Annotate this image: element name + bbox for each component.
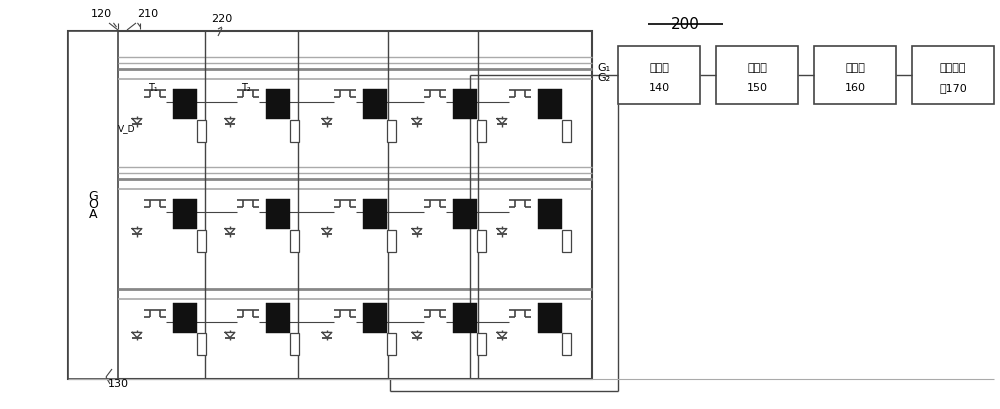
Text: 放大器: 放大器 (649, 63, 669, 73)
Bar (266, 199, 290, 229)
Bar (386, 230, 396, 252)
Text: 器170: 器170 (939, 83, 967, 93)
Bar (266, 89, 290, 119)
Bar (477, 230, 486, 252)
Text: O: O (88, 198, 98, 211)
Bar (68, 31, 592, 379)
Bar (290, 120, 298, 142)
Bar (477, 333, 486, 355)
Bar (266, 303, 290, 333)
Bar (538, 89, 562, 119)
Text: 160: 160 (844, 83, 866, 93)
Bar (173, 89, 197, 119)
Text: 140: 140 (648, 83, 670, 93)
Bar (363, 89, 387, 119)
Bar (618, 46, 700, 104)
Text: 模数转换: 模数转换 (940, 63, 966, 73)
Bar (912, 46, 994, 104)
Bar (68, 31, 118, 379)
Bar (453, 199, 477, 229)
Text: G: G (88, 189, 98, 202)
Bar (363, 199, 387, 229)
Bar (290, 333, 298, 355)
Bar (386, 333, 396, 355)
Bar (196, 333, 206, 355)
Bar (196, 120, 206, 142)
Bar (538, 303, 562, 333)
Text: A: A (89, 207, 97, 220)
Text: 解调器: 解调器 (747, 63, 767, 73)
Bar (173, 199, 197, 229)
Bar (562, 333, 570, 355)
Bar (363, 303, 387, 333)
Text: 200: 200 (671, 17, 699, 32)
Bar (453, 89, 477, 119)
Text: 220: 220 (211, 14, 233, 24)
Text: T₂: T₂ (241, 83, 251, 93)
Text: 滤波器: 滤波器 (845, 63, 865, 73)
Bar (173, 303, 197, 333)
Bar (290, 230, 298, 252)
Bar (386, 120, 396, 142)
Text: 120: 120 (91, 9, 112, 19)
Text: G₂: G₂ (597, 73, 610, 83)
Bar (453, 303, 477, 333)
Text: 210: 210 (137, 9, 158, 19)
Bar (538, 199, 562, 229)
Bar (477, 120, 486, 142)
Text: 150: 150 (746, 83, 768, 93)
Text: G₁: G₁ (597, 63, 610, 73)
Bar (562, 120, 570, 142)
Bar (814, 46, 896, 104)
Bar (562, 230, 570, 252)
Bar (196, 230, 206, 252)
Text: 130: 130 (108, 379, 128, 389)
Text: T₁: T₁ (148, 83, 158, 93)
Bar (716, 46, 798, 104)
Text: V_D: V_D (118, 124, 136, 133)
